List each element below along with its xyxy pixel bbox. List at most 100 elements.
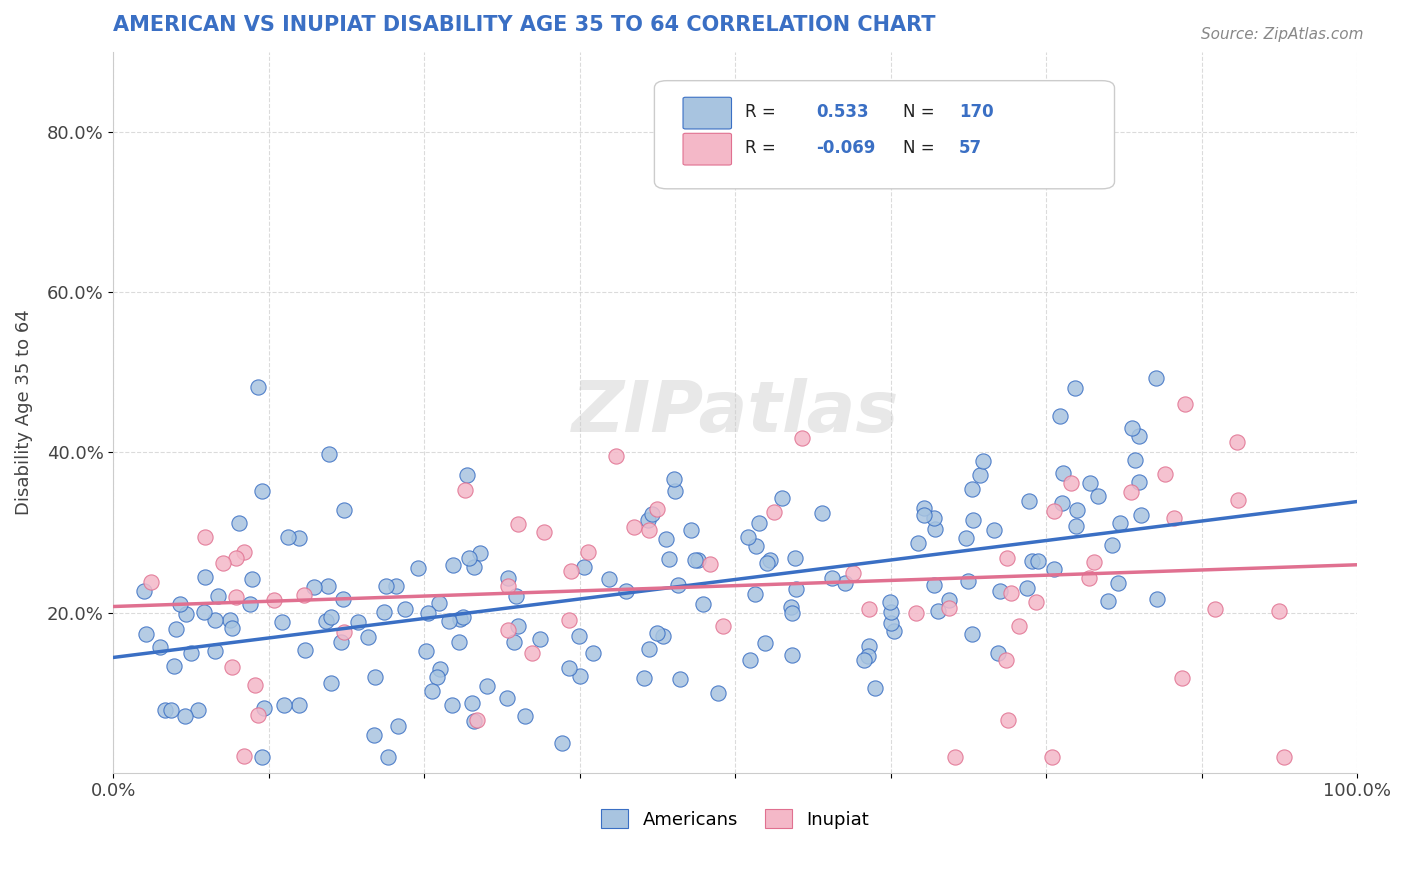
Point: [856, 648, 879, 663]
Text: R =: R =: [745, 139, 776, 157]
Point: [496, 624, 519, 638]
Point: [737, 530, 759, 544]
Point: [394, 602, 416, 616]
Point: [239, 597, 262, 611]
Point: [502, 635, 524, 649]
Point: [681, 523, 703, 537]
Point: [662, 472, 685, 486]
Point: [232, 749, 254, 764]
Point: [463, 714, 485, 728]
Point: [207, 590, 229, 604]
Point: [879, 595, 901, 609]
Point: [748, 516, 770, 530]
Point: [568, 629, 591, 643]
Text: N =: N =: [903, 103, 935, 120]
Point: [1108, 516, 1130, 530]
Text: 57: 57: [959, 139, 983, 157]
Legend: Americans, Inupiat: Americans, Inupiat: [593, 802, 876, 836]
Point: [149, 640, 172, 654]
Point: [180, 646, 202, 660]
Point: [598, 572, 620, 586]
Point: [453, 483, 475, 498]
Point: [943, 749, 966, 764]
Point: [333, 503, 356, 517]
Point: [638, 641, 661, 656]
Point: [1000, 586, 1022, 600]
Point: [169, 598, 191, 612]
Point: [1272, 749, 1295, 764]
Point: [418, 606, 440, 620]
Point: [658, 551, 681, 566]
Point: [246, 708, 269, 723]
Point: [204, 643, 226, 657]
Point: [744, 587, 766, 601]
Point: [1128, 475, 1150, 489]
Point: [458, 550, 481, 565]
Text: 170: 170: [959, 103, 994, 120]
Point: [1097, 594, 1119, 608]
Point: [664, 484, 686, 499]
Text: Source: ZipAtlas.com: Source: ZipAtlas.com: [1201, 27, 1364, 42]
Point: [785, 582, 807, 596]
Point: [557, 613, 579, 627]
Point: [498, 571, 520, 585]
Text: AMERICAN VS INUPIAT DISABILITY AGE 35 TO 64 CORRELATION CHART: AMERICAN VS INUPIAT DISABILITY AGE 35 TO…: [114, 15, 936, 35]
Point: [578, 545, 600, 559]
Point: [1042, 504, 1064, 518]
Point: [277, 530, 299, 544]
Point: [288, 531, 311, 545]
Point: [645, 502, 668, 516]
Point: [319, 610, 342, 624]
Point: [972, 453, 994, 467]
Point: [834, 575, 856, 590]
Point: [770, 491, 793, 505]
Point: [924, 511, 946, 525]
Point: [738, 653, 761, 667]
Point: [204, 613, 226, 627]
Point: [461, 696, 484, 710]
Point: [780, 607, 803, 621]
Point: [821, 571, 844, 585]
Point: [956, 574, 979, 588]
FancyBboxPatch shape: [683, 133, 731, 165]
Point: [221, 621, 243, 635]
Point: [962, 483, 984, 497]
Point: [666, 578, 689, 592]
Point: [654, 532, 676, 546]
Point: [505, 590, 527, 604]
Point: [426, 670, 449, 684]
Point: [1040, 749, 1063, 764]
Point: [645, 626, 668, 640]
Text: R =: R =: [745, 103, 776, 120]
Point: [1050, 496, 1073, 510]
Point: [228, 516, 250, 530]
Point: [927, 604, 949, 618]
Point: [498, 579, 520, 593]
Point: [451, 609, 474, 624]
Point: [1052, 466, 1074, 480]
Point: [508, 516, 530, 531]
Point: [271, 615, 294, 629]
Point: [759, 552, 782, 566]
Point: [187, 703, 209, 717]
Point: [683, 552, 706, 566]
Point: [1077, 571, 1099, 585]
Point: [1144, 370, 1167, 384]
Point: [842, 566, 865, 580]
Point: [250, 749, 273, 764]
Point: [997, 713, 1019, 727]
Point: [253, 701, 276, 715]
Point: [572, 560, 595, 574]
Point: [1064, 381, 1087, 395]
Point: [858, 601, 880, 615]
Text: N =: N =: [903, 139, 935, 157]
Point: [811, 506, 834, 520]
Point: [463, 559, 485, 574]
Point: [780, 648, 803, 662]
Point: [762, 505, 785, 519]
Point: [153, 703, 176, 717]
Point: [194, 570, 217, 584]
Point: [1268, 604, 1291, 618]
Text: 0.533: 0.533: [815, 103, 869, 120]
Point: [225, 591, 247, 605]
